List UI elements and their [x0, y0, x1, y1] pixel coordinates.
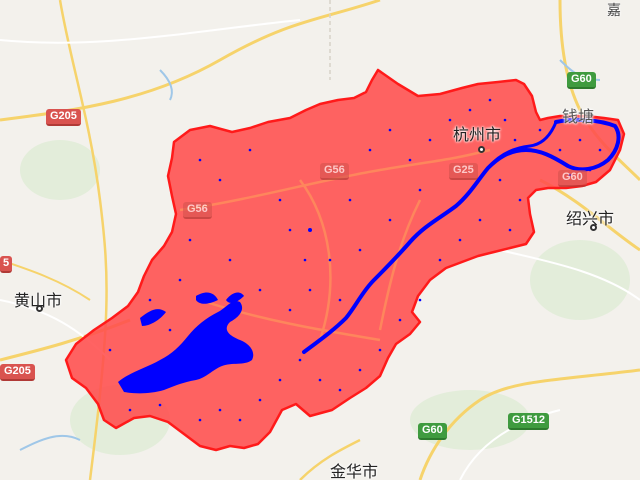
city-marker-hangzhou[interactable]: [478, 146, 485, 153]
edge-city-label: 嘉: [607, 2, 621, 18]
highway-shield-g205-north: G205: [46, 109, 81, 126]
water-dots: [108, 98, 602, 422]
city-marker-shaoxing[interactable]: [590, 224, 597, 231]
qiandao-lake: [118, 292, 254, 394]
district-label-qiantang[interactable]: 钱塘: [562, 109, 595, 126]
highway-shield-g60-north: G60: [567, 72, 596, 89]
highway-shield-g60-south: G60: [418, 423, 447, 440]
highway-shield-g60-east: G60: [558, 170, 587, 187]
city-label-shaoxing[interactable]: 绍兴市: [566, 211, 615, 228]
highway-shield-g25: G25: [449, 163, 478, 180]
city-marker-huangshan[interactable]: [36, 305, 43, 312]
highway-shield-g205-south: G205: [0, 364, 35, 381]
city-label-hangzhou[interactable]: 杭州市: [453, 127, 502, 144]
region-roads: [179, 148, 491, 342]
city-label-huangshan[interactable]: 黄山市: [14, 293, 63, 310]
highway-shield-g1512: G1512: [508, 413, 550, 430]
highway-shield-edge-5: 5: [0, 256, 13, 273]
highway-shield-g56-center: G56: [320, 163, 349, 180]
highway-shield-g56-west: G56: [183, 202, 212, 219]
city-label-jinhua[interactable]: 金华市: [330, 464, 379, 480]
qiantang-river-branch: [486, 121, 558, 169]
